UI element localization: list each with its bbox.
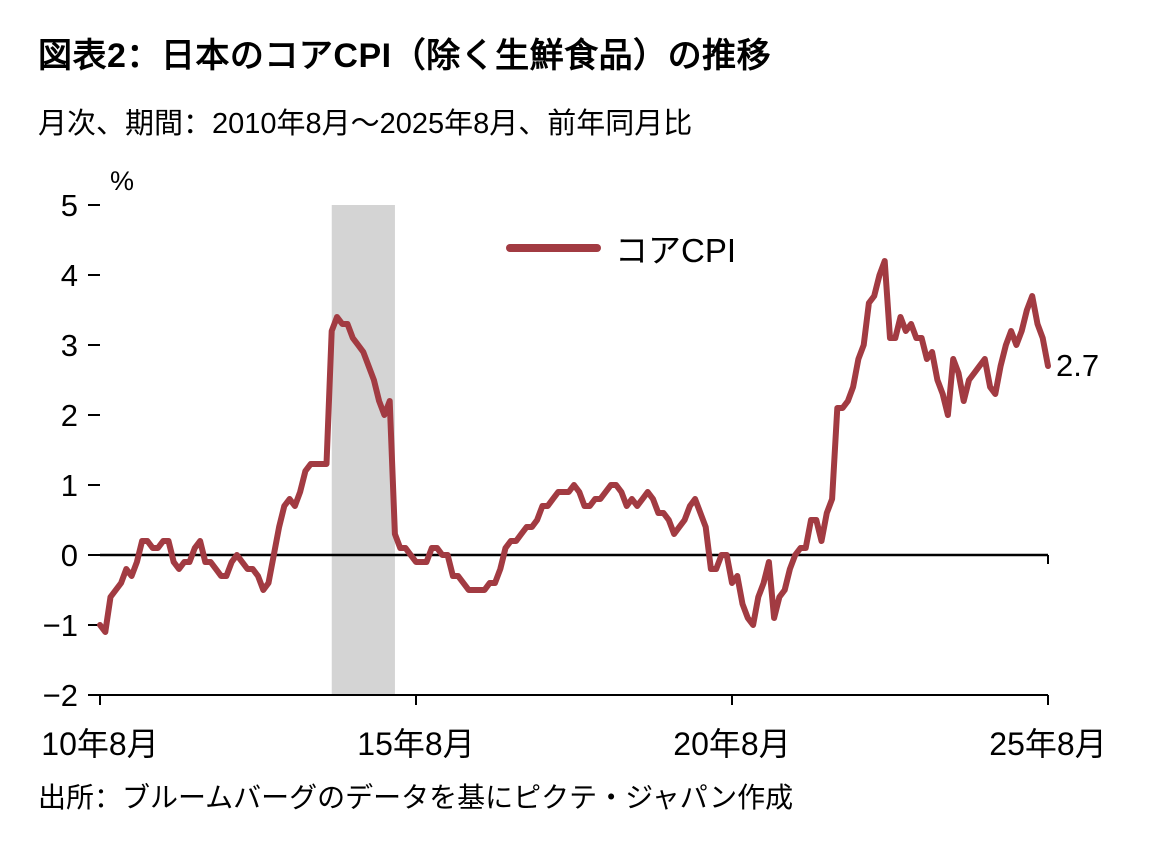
legend-series-label: コアCPI [615, 232, 737, 269]
latest-value-label: 2.7 [1056, 348, 1100, 383]
y-axis-tick-label: 1 [61, 468, 78, 503]
source-note: 出所：ブルームバーグのデータを基にピクテ・ジャパン作成 [38, 782, 794, 813]
chart-title: 図表2：日本のコアCPI（除く生鮮食品）の推移 [38, 37, 772, 75]
chart-legend: コアCPI [506, 224, 736, 272]
y-axis-tick-label: 0 [61, 538, 78, 573]
y-axis-tick-label: 2 [61, 398, 78, 433]
y-axis-tick-label: −1 [43, 608, 78, 643]
x-axis-tick-label: 10年8月 [41, 726, 158, 762]
x-axis-tick-label: 20年8月 [673, 726, 790, 762]
core-cpi-line [97, 258, 1051, 635]
tax-hike-shaded-band [331, 205, 395, 695]
chart-subtitle: 月次、期間：2010年8月～2025年8月、前年同月比 [38, 108, 693, 140]
y-axis-tick-label: 5 [61, 188, 78, 223]
x-axis-tick-label: 25年8月 [989, 726, 1106, 762]
x-axis-tick-label: 15年8月 [357, 726, 474, 762]
legend-line-swatch [506, 244, 601, 252]
y-axis-tick-label: 4 [61, 258, 78, 293]
y-axis-unit-label: % [110, 166, 135, 196]
y-axis-tick-label: 3 [61, 328, 78, 363]
y-axis-tick-label: −2 [43, 678, 78, 713]
